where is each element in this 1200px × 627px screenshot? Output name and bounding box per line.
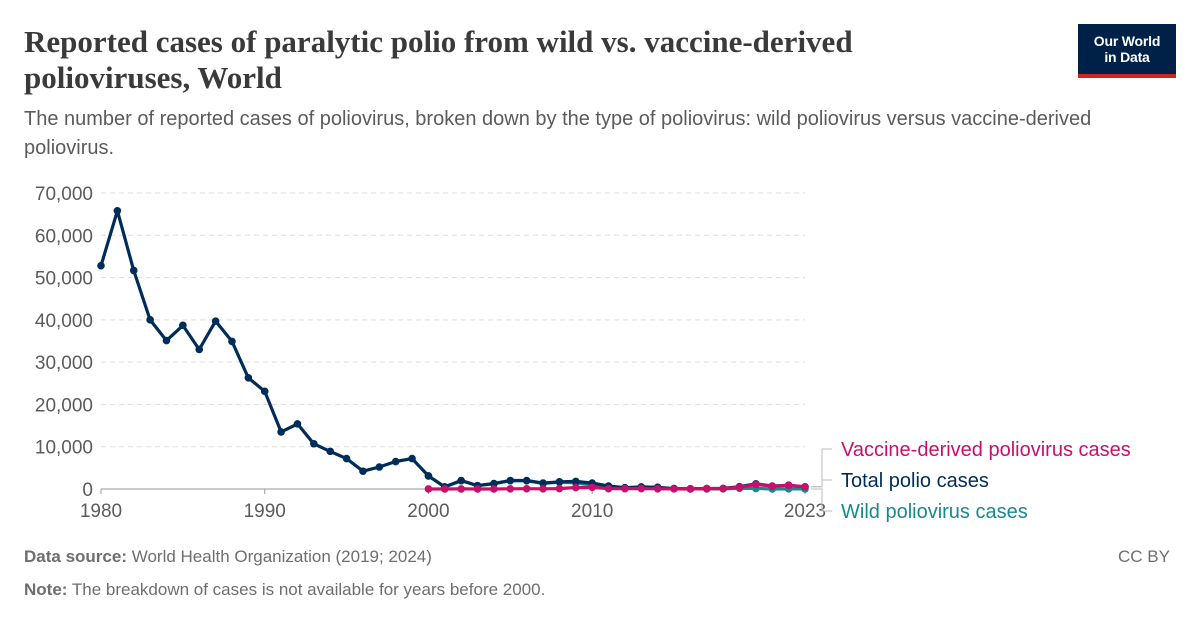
data-point bbox=[719, 484, 727, 493]
y-tick-label: 70,000 bbox=[35, 184, 93, 205]
data-point bbox=[244, 373, 253, 382]
data-point bbox=[621, 484, 629, 493]
y-tick-label: 30,000 bbox=[35, 353, 93, 374]
data-point bbox=[588, 483, 596, 492]
data-point bbox=[457, 485, 465, 493]
data-point bbox=[391, 457, 400, 466]
data-point bbox=[293, 420, 302, 428]
data-point bbox=[637, 484, 646, 493]
data-point bbox=[522, 476, 531, 485]
chart-subtitle: The number of reported cases of poliovir… bbox=[24, 108, 1092, 159]
data-point bbox=[179, 321, 187, 330]
data-point bbox=[571, 483, 580, 492]
data-point bbox=[441, 485, 449, 493]
our-world-in-data-logo[interactable]: Our World in Data bbox=[1078, 24, 1176, 78]
legend-label: Vaccine-derived poliovirus cases bbox=[841, 439, 1131, 461]
data-point bbox=[702, 484, 711, 493]
data-point bbox=[522, 484, 531, 493]
data-source-text[interactable]: World Health Organization (2019; 2024) bbox=[131, 547, 432, 566]
data-point bbox=[539, 484, 547, 493]
data-source: Data source: World Health Organization (… bbox=[24, 547, 432, 567]
y-tick-label: 20,000 bbox=[35, 395, 93, 416]
chart-note: Note: The breakdown of cases is not avai… bbox=[24, 580, 545, 600]
data-point bbox=[473, 485, 482, 493]
x-tick-label: 2010 bbox=[571, 501, 613, 522]
data-point bbox=[146, 316, 154, 324]
data-point bbox=[228, 337, 236, 346]
data-point bbox=[326, 447, 335, 456]
data-point bbox=[260, 387, 269, 396]
data-point bbox=[310, 439, 318, 448]
note-text: The breakdown of cases is not available … bbox=[71, 580, 546, 599]
data-point bbox=[97, 261, 105, 270]
y-tick-label: 40,000 bbox=[35, 311, 93, 332]
data-point bbox=[113, 206, 122, 215]
data-point bbox=[506, 476, 515, 485]
data-point bbox=[195, 345, 204, 354]
data-point bbox=[129, 266, 138, 275]
logo-line-2: in Data bbox=[1104, 49, 1150, 65]
data-point bbox=[801, 483, 809, 491]
logo-line-1: Our World bbox=[1093, 33, 1161, 49]
data-point bbox=[539, 479, 547, 487]
data-point bbox=[752, 480, 760, 489]
data-point bbox=[490, 479, 498, 488]
data-point bbox=[735, 483, 744, 492]
y-tick-label: 0 bbox=[82, 480, 93, 501]
data-point bbox=[342, 454, 351, 463]
data-point bbox=[686, 485, 695, 493]
x-tick-label: 1980 bbox=[80, 501, 122, 522]
data-point bbox=[506, 484, 515, 493]
data-point bbox=[375, 463, 384, 471]
legend-connector bbox=[811, 488, 832, 512]
license-link[interactable]: CC BY bbox=[1118, 547, 1170, 566]
x-tick-label: 2000 bbox=[407, 501, 449, 522]
note-label: Note: bbox=[24, 580, 68, 599]
data-point bbox=[653, 484, 662, 493]
data-point bbox=[784, 481, 793, 490]
data-point bbox=[211, 317, 220, 325]
data-point bbox=[670, 485, 678, 493]
data-point bbox=[571, 477, 580, 486]
data-point bbox=[555, 478, 564, 486]
data-point bbox=[359, 467, 367, 476]
data-point bbox=[277, 428, 285, 436]
data-point bbox=[768, 482, 777, 490]
y-tick-label: 50,000 bbox=[35, 269, 93, 290]
legend-label: Wild poliovirus cases bbox=[841, 501, 1028, 523]
data-point bbox=[604, 484, 613, 493]
legend-connector bbox=[811, 479, 832, 488]
data-point bbox=[555, 484, 564, 493]
x-tick-label: 1990 bbox=[244, 501, 286, 522]
chart-title: Reported cases of paralytic polio from w… bbox=[24, 24, 853, 95]
data-point bbox=[408, 454, 416, 463]
data-point bbox=[424, 472, 433, 480]
legend-label: Total polio cases bbox=[841, 470, 989, 492]
data-point bbox=[424, 485, 433, 493]
data-source-label: Data source: bbox=[24, 547, 127, 566]
data-point bbox=[490, 485, 498, 493]
x-tick-label: 2023 bbox=[784, 501, 826, 522]
data-point bbox=[162, 336, 171, 345]
y-tick-label: 60,000 bbox=[35, 226, 93, 247]
data-point bbox=[457, 476, 465, 485]
y-tick-label: 10,000 bbox=[35, 438, 93, 459]
